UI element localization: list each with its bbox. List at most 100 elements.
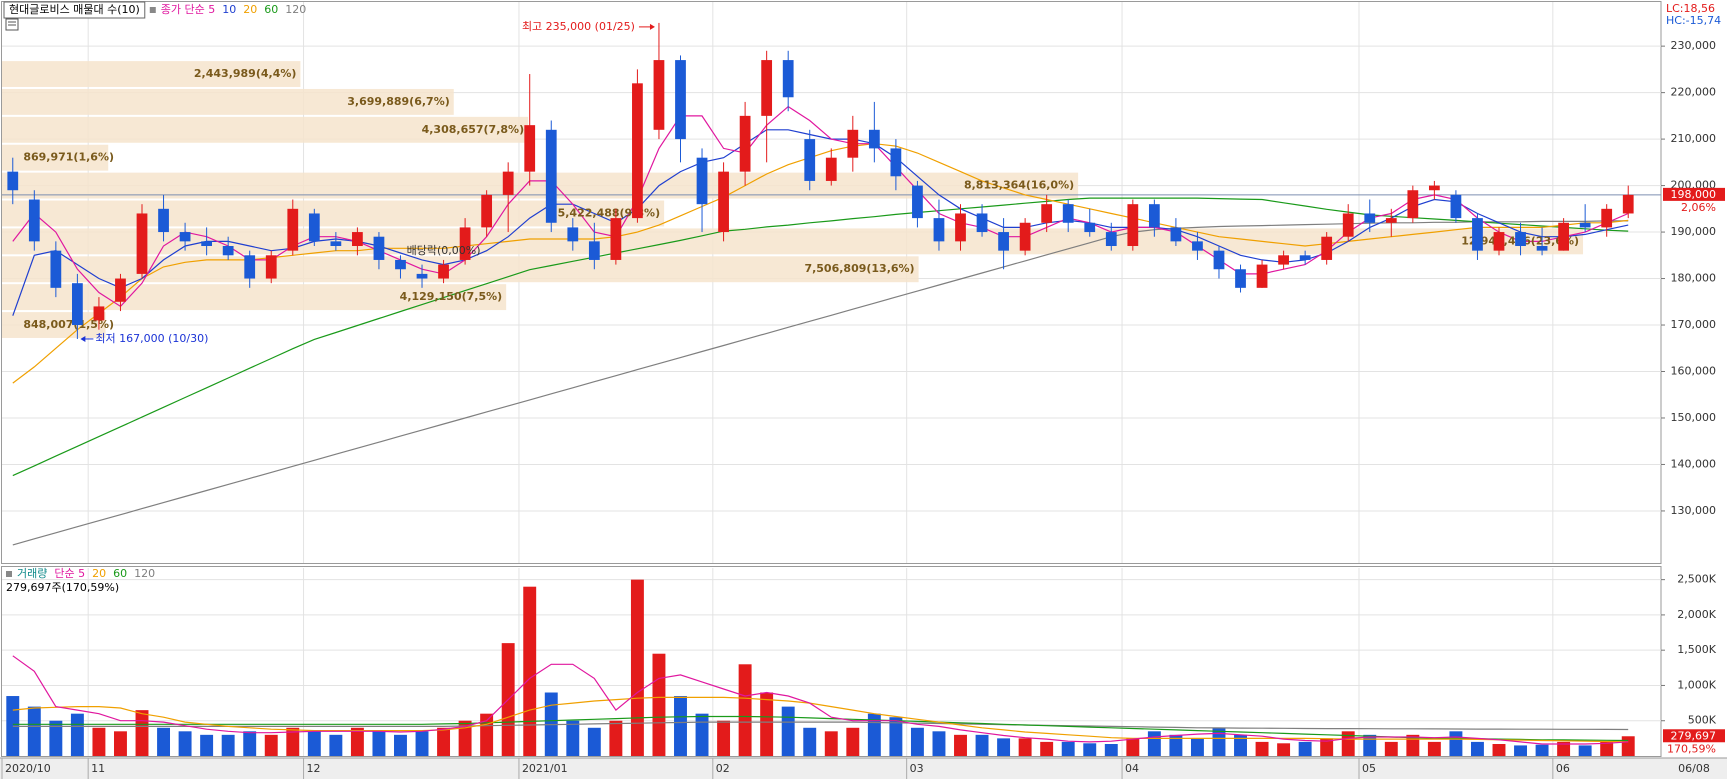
legend-label: 단순 5 bbox=[54, 567, 85, 580]
candle-body bbox=[1041, 204, 1053, 223]
ma-line bbox=[12, 129, 1629, 316]
volume-bar bbox=[157, 727, 171, 756]
profile-label: 4,308,657(7,8%) bbox=[422, 123, 525, 136]
price-pane-border bbox=[1, 1, 1662, 564]
volume-bar bbox=[264, 734, 278, 756]
y-tick-label: 230,000 bbox=[1671, 39, 1717, 52]
candle-body bbox=[1235, 269, 1246, 288]
ma-line bbox=[12, 220, 1629, 546]
volume-bar bbox=[1514, 745, 1527, 756]
candle-body bbox=[718, 171, 729, 233]
candle-body bbox=[998, 232, 1009, 251]
profile-label: 869,971(1,6%) bbox=[23, 151, 114, 164]
volume-bar bbox=[394, 734, 407, 756]
candle-body bbox=[93, 306, 105, 321]
candle-body bbox=[632, 83, 643, 219]
candle-body bbox=[1472, 218, 1483, 251]
volume-bar bbox=[1320, 738, 1334, 756]
volume-ma-line bbox=[12, 721, 1629, 731]
volume-bar bbox=[1040, 741, 1054, 756]
candle-body bbox=[804, 139, 816, 181]
current-change: 2,06% bbox=[1681, 201, 1716, 214]
legend-label: 20 bbox=[92, 567, 106, 580]
volume-bar bbox=[781, 706, 795, 756]
candle-body bbox=[28, 199, 40, 242]
volume-bar bbox=[1190, 738, 1204, 756]
ma-line bbox=[12, 143, 1629, 384]
volume-bar bbox=[760, 692, 774, 756]
candle-body bbox=[955, 213, 966, 242]
candle-body bbox=[136, 213, 148, 274]
volume-bar bbox=[1470, 741, 1484, 756]
profile-label: 4,129,150(7,5%) bbox=[400, 290, 503, 303]
legend-icon bbox=[6, 571, 12, 577]
x-axis-strip bbox=[0, 758, 1727, 779]
volume-bar bbox=[1169, 734, 1183, 756]
ma-line bbox=[12, 105, 1629, 308]
candle-body bbox=[201, 241, 213, 247]
volume-bar bbox=[910, 727, 924, 756]
profile-band bbox=[2, 144, 109, 171]
candle-body bbox=[1084, 222, 1096, 233]
y-tick-label: 190,000 bbox=[1671, 225, 1717, 238]
volume-bar bbox=[437, 727, 451, 756]
candle-body bbox=[1558, 222, 1569, 251]
candle-body bbox=[308, 213, 320, 242]
volume-bar bbox=[1449, 731, 1463, 756]
x-tick-label: 11 bbox=[91, 762, 105, 775]
volume-bar bbox=[458, 720, 472, 756]
profile-label: 7,506,809(13,6%) bbox=[804, 262, 914, 275]
volume-bar bbox=[587, 727, 601, 756]
volume-bar bbox=[523, 586, 537, 756]
profile-label: 5,422,488(9,8%) bbox=[558, 206, 661, 219]
legend-label: 60 bbox=[264, 3, 278, 16]
volume-ma-line bbox=[12, 715, 1629, 742]
profile-band bbox=[2, 172, 1079, 199]
volume-bar bbox=[1557, 741, 1571, 756]
volume-bar bbox=[178, 731, 192, 756]
y-tick-label: 2,500K bbox=[1677, 573, 1716, 586]
candle-body bbox=[395, 259, 406, 270]
profile-band bbox=[2, 284, 507, 311]
ma-line bbox=[12, 197, 1629, 477]
x-tick-label: 03 bbox=[910, 762, 924, 775]
candle-body bbox=[912, 185, 923, 219]
candle-body bbox=[890, 148, 902, 177]
y-tick-label: 1,500K bbox=[1677, 643, 1716, 656]
candle-body bbox=[567, 227, 579, 242]
volume-bar bbox=[889, 717, 903, 756]
x-tick-label: 2020/10 bbox=[5, 762, 51, 775]
legend-icon bbox=[149, 7, 156, 13]
volume-bar bbox=[92, 727, 106, 756]
candle-body bbox=[1536, 246, 1548, 251]
candle-body bbox=[976, 213, 988, 233]
legend-label: 종가 단순 5 bbox=[161, 3, 215, 16]
candle-body bbox=[1364, 213, 1376, 223]
candle-body bbox=[675, 60, 686, 140]
x-last-date: 06/08 bbox=[1678, 762, 1710, 775]
volume-bar bbox=[70, 713, 84, 756]
volume-bar bbox=[975, 734, 989, 756]
volume-bar bbox=[415, 731, 429, 756]
volume-bar bbox=[1535, 744, 1549, 756]
candle-body bbox=[761, 60, 773, 116]
y-tick-label: 150,000 bbox=[1671, 411, 1717, 424]
chart-title: 현대글로비스 매물대 수(10) bbox=[9, 3, 140, 16]
candle-body bbox=[352, 232, 363, 247]
legend-label: 120 bbox=[134, 567, 155, 580]
candle-body bbox=[1105, 232, 1117, 247]
volume-ma-line bbox=[12, 655, 1629, 745]
lc-label: LC:18,56 bbox=[1666, 2, 1715, 15]
volume-bar bbox=[803, 727, 817, 756]
candle-body bbox=[739, 115, 751, 172]
profile-label: 848,007(1,5%) bbox=[23, 318, 114, 331]
candle-body bbox=[179, 232, 191, 242]
volume-bar bbox=[1341, 731, 1355, 756]
x-tick-label: 05 bbox=[1362, 762, 1376, 775]
volume-bar bbox=[1255, 741, 1269, 756]
volume-bar bbox=[221, 734, 235, 756]
volume-bar bbox=[1104, 744, 1118, 756]
volume-bar bbox=[738, 664, 752, 756]
volume-bar bbox=[932, 731, 946, 756]
